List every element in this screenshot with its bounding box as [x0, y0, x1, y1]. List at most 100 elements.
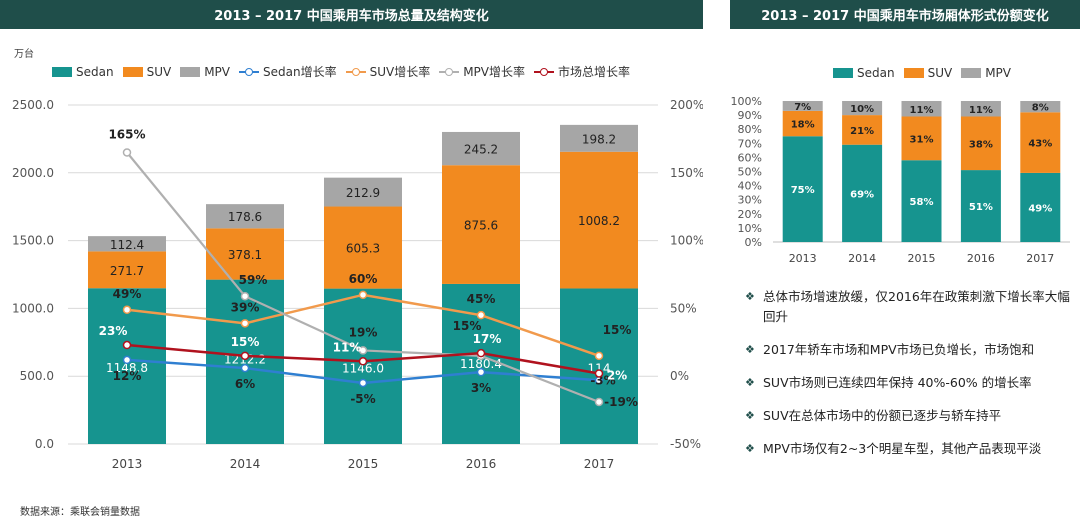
rate-point: [122, 305, 132, 315]
legend-swatch-icon: [961, 68, 982, 78]
legend-line-marker-icon: [439, 67, 460, 77]
y-tick-label: 30%: [738, 194, 762, 207]
rate-label: 60%: [349, 272, 378, 286]
y-tick-label: 90%: [738, 109, 762, 122]
finding-text: SUV市场则已连续四年保持 40%-60% 的增长率: [763, 375, 1032, 390]
x-tick-label: 2017: [584, 457, 615, 471]
rate-point: [594, 397, 604, 407]
share-bar-segment: [1020, 172, 1061, 242]
rate-point: [476, 367, 486, 377]
rate-label: 49%: [113, 287, 142, 301]
bar-value-label: 271.7: [110, 264, 144, 278]
finding-item: ❖ SUV在总体市场中的份额已逐步与轿车持平: [745, 406, 1075, 426]
rate-label: 15%: [603, 323, 632, 337]
x-tick-label: 2016: [466, 457, 497, 471]
bar-value-label: 1146.0: [342, 362, 384, 376]
y-tick-label: 500.0: [20, 369, 54, 383]
legend-swatch-icon: [122, 66, 143, 77]
diamond-bullet-icon: ❖: [745, 376, 755, 389]
bar-value-label: 178.6: [228, 210, 262, 224]
right-chart-legend: Sedan SUV MPV: [833, 66, 1020, 80]
share-bar-segment: [901, 160, 942, 242]
x-tick-label: 2015: [348, 457, 379, 471]
rate-point: [122, 340, 132, 350]
rate-label: 2%: [607, 368, 627, 382]
finding-text: 总体市场增速放缓，仅2016年在政策刺激下增长率大幅回升: [763, 289, 1070, 324]
rate-point: [122, 148, 132, 157]
y-tick-label: 70%: [738, 137, 762, 150]
x-tick-label: 2014: [848, 252, 876, 265]
share-bar-segment: [901, 116, 942, 161]
rate-label: 15%: [453, 319, 482, 333]
legend-line-marker-icon: [345, 67, 366, 77]
y2-tick-label: 150%: [670, 166, 703, 180]
diamond-bullet-icon: ❖: [745, 409, 755, 422]
rate-label: 15%: [231, 335, 260, 349]
bar-segment: [324, 206, 402, 289]
finding-text: SUV在总体市场中的份额已逐步与轿车持平: [763, 408, 1002, 423]
rate-point: [122, 355, 132, 365]
y2-tick-label: -50%: [670, 437, 701, 451]
rate-point: [358, 378, 368, 388]
rate-point: [240, 351, 250, 361]
rate-point: [358, 290, 368, 300]
y-tick-label: 10%: [738, 222, 762, 235]
y2-tick-label: 200%: [670, 98, 703, 112]
bar-segment: [442, 131, 520, 166]
left-chart-legend: Sedan SUV MPV Sedan增长率 SUV增长率 MPV增长率 市场总增长率: [52, 63, 639, 80]
share-bar-segment: [960, 116, 1001, 171]
y-tick-label: 20%: [738, 208, 762, 221]
share-value-label: 58%: [910, 197, 934, 208]
y-tick-label: 1000.0: [12, 301, 54, 315]
rate-point: [358, 346, 368, 355]
legend-label: MPV: [985, 66, 1011, 80]
rate-label: 165%: [108, 127, 145, 141]
share-value-label: 49%: [1028, 203, 1052, 214]
legend-label: SUV: [146, 64, 172, 79]
share-bar-segment: [842, 101, 883, 116]
legend-label: SUV: [927, 66, 953, 80]
legend-item: Sedan增长率: [239, 63, 337, 80]
share-bar-segment: [782, 110, 823, 137]
bar-value-label: 112.4: [110, 238, 144, 252]
legend-line-marker-icon: [239, 67, 259, 77]
share-bar-segment: [782, 101, 823, 111]
bar-segment: [560, 124, 638, 152]
share-value-label: 11%: [969, 105, 993, 116]
legend-item: SUV: [122, 64, 172, 79]
share-value-label: 75%: [791, 185, 815, 196]
share-value-label: 11%: [910, 105, 934, 116]
bar-segment: [560, 288, 638, 444]
legend-swatch-icon: [833, 68, 853, 78]
bar-segment: [560, 151, 638, 289]
rate-point: [476, 348, 486, 358]
bar-value-label: 245.2: [464, 143, 498, 157]
share-value-label: 51%: [969, 202, 993, 213]
x-tick-label: 2013: [789, 252, 817, 265]
rate-label: 12%: [113, 369, 142, 383]
share-value-label: 8%: [1032, 103, 1049, 114]
data-source-note: 数据来源：乘联会销量数据: [20, 507, 140, 518]
finding-text: 2017年轿车市场和MPV市场已负增长，市场饱和: [763, 342, 1035, 357]
y-axis-unit-label: 万台: [14, 49, 34, 60]
rate-label: 6%: [235, 377, 255, 391]
bar-value-label: 212.9: [346, 186, 380, 200]
legend-label: 市场总增长率: [558, 65, 631, 79]
bar-value-label: 875.6: [464, 219, 498, 233]
bar-segment: [88, 236, 166, 252]
share-bar-segment: [842, 115, 883, 145]
share-bar-segment: [960, 101, 1001, 117]
finding-item: ❖ 总体市场增速放缓，仅2016年在政策刺激下增长率大幅回升: [745, 287, 1075, 327]
rate-label: -19%: [604, 395, 638, 409]
share-value-label: 21%: [850, 126, 874, 137]
rate-label: 23%: [99, 324, 128, 338]
body-share-chart: 0%10%20%30%40%50%60%70%80%90%100%75%18%7…: [731, 95, 1070, 265]
finding-item: ❖ 2017年轿车市场和MPV市场已负增长，市场饱和: [745, 340, 1075, 360]
rate-label: 17%: [473, 332, 502, 346]
share-bar-segment: [1020, 112, 1061, 173]
x-tick-label: 2016: [967, 252, 995, 265]
finding-item: ❖ SUV市场则已连续四年保持 40%-60% 的增长率: [745, 373, 1075, 393]
rate-label: -5%: [350, 392, 375, 406]
rate-label: 59%: [239, 273, 268, 287]
bar-value-label: 605.3: [346, 242, 380, 256]
